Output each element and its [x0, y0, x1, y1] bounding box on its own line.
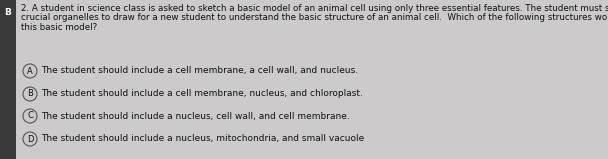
Text: B: B [5, 8, 12, 17]
Text: this basic model?: this basic model? [21, 23, 97, 32]
Text: B: B [27, 90, 33, 98]
Text: 2. A student in science class is asked to sketch a basic model of an animal cell: 2. A student in science class is asked t… [21, 4, 608, 13]
Text: C: C [27, 111, 33, 121]
Text: The student should include a nucleus, cell wall, and cell membrane.: The student should include a nucleus, ce… [41, 111, 350, 121]
Text: The student should include a nucleus, mitochondria, and small vacuole: The student should include a nucleus, mi… [41, 135, 364, 144]
Text: A: A [27, 66, 33, 76]
Text: D: D [27, 135, 33, 144]
Text: The student should include a cell membrane, nucleus, and chloroplast.: The student should include a cell membra… [41, 90, 363, 98]
Circle shape [23, 87, 37, 101]
Text: crucial organelles to draw for a new student to understand the basic structure o: crucial organelles to draw for a new stu… [21, 14, 608, 23]
Circle shape [23, 109, 37, 123]
Circle shape [23, 64, 37, 78]
Text: The student should include a cell membrane, a cell wall, and nucleus.: The student should include a cell membra… [41, 66, 358, 76]
Circle shape [23, 132, 37, 146]
Bar [0, 0, 16, 159]
